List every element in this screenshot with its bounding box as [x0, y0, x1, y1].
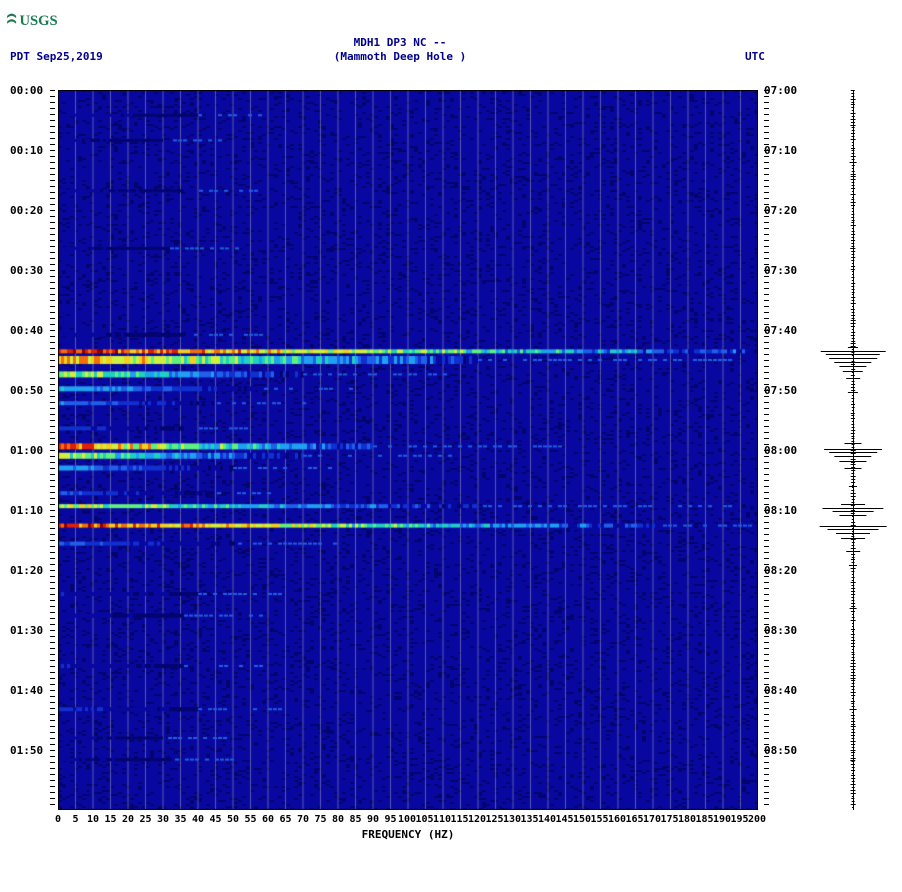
svg-text:USGS: USGS: [20, 13, 58, 29]
spectrogram-canvas: [58, 90, 758, 810]
x-axis-label: FREQUENCY (HZ): [58, 828, 758, 841]
left-tz-label: PDT Sep25,2019: [10, 50, 103, 63]
right-tz-label: UTC: [745, 50, 765, 63]
usgs-logo: USGS: [6, 8, 96, 36]
chart-title: MDH1 DP3 NC --: [0, 36, 800, 49]
spectrogram-plot: [58, 90, 758, 810]
seismogram-strip: [818, 90, 888, 810]
chart-subtitle: (Mammoth Deep Hole ): [0, 50, 800, 63]
